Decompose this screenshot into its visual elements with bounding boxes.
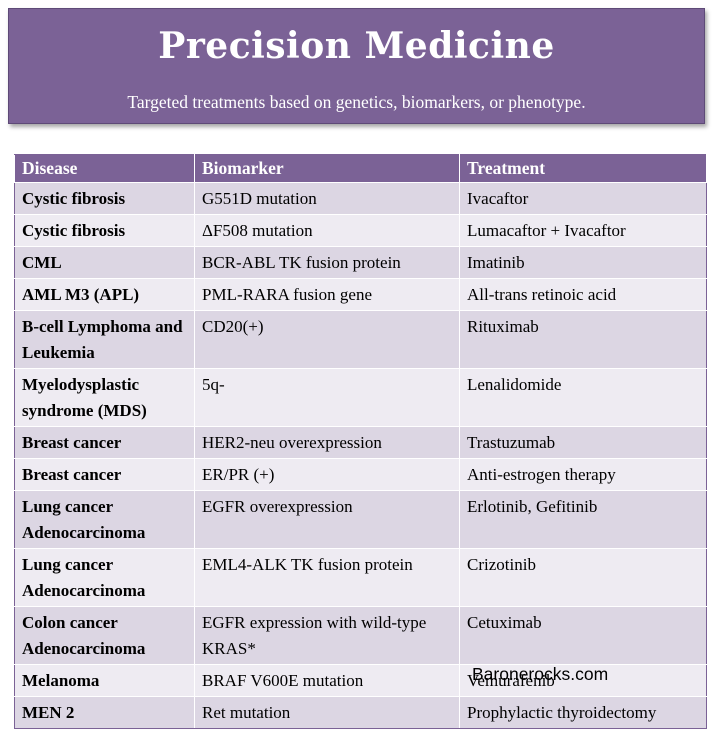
biomarker-cell: G551D mutation bbox=[194, 182, 460, 215]
disease-cell: Myelodysplastic syndrome (MDS) bbox=[14, 368, 195, 427]
table-row: Myelodysplastic syndrome (MDS) 5q- Lenalid… bbox=[14, 368, 707, 427]
table-row: B-cell Lymphoma and Leukemia CD20(+) Ritux… bbox=[14, 310, 707, 369]
table-row: Colon cancer Adenocarcinoma EGFR expressi… bbox=[14, 606, 707, 665]
disease-cell: Melanoma bbox=[14, 664, 195, 697]
disease-cell: Lung cancer Adenocarcinoma bbox=[14, 490, 195, 549]
precision-medicine-table: Disease Biomarker Treatment Cystic fibro… bbox=[14, 154, 707, 729]
treatment-cell: Lenalidomide bbox=[459, 368, 707, 427]
table-row: Breast cancer ER/PR (+) Anti-estrogen ther… bbox=[14, 458, 707, 491]
disease-cell: Lung cancer Adenocarcinoma bbox=[14, 548, 195, 607]
treatment-cell: All-trans retinoic acid bbox=[459, 278, 707, 311]
treatment-cell: Prophylactic thyroidectomy bbox=[459, 696, 707, 729]
disease-cell: CML bbox=[14, 246, 195, 279]
biomarker-cell: HER2-neu overexpression bbox=[194, 426, 460, 459]
site-credit: Baronerocks.com bbox=[472, 664, 609, 684]
page-title: Precision Medicine bbox=[158, 25, 555, 67]
biomarker-cell: BCR-ABL TK fusion protein bbox=[194, 246, 460, 279]
biomarker-cell: PML-RARA fusion gene bbox=[194, 278, 460, 311]
header-treatment: Treatment bbox=[459, 154, 707, 183]
disease-cell: AML M3 (APL) bbox=[14, 278, 195, 311]
treatment-cell: Erlotinib, Gefitinib bbox=[459, 490, 707, 549]
disease-cell: Colon cancer Adenocarcinoma bbox=[14, 606, 195, 665]
disease-cell: Cystic fibrosis bbox=[14, 214, 195, 247]
biomarker-cell: Ret mutation bbox=[194, 696, 460, 729]
biomarker-cell: BRAF V600E mutation bbox=[194, 664, 460, 697]
table-row: Lung cancer Adenocarcinoma EML4-ALK TK fu… bbox=[14, 548, 707, 607]
treatment-cell: Crizotinib bbox=[459, 548, 707, 607]
table-header-row: Disease Biomarker Treatment bbox=[14, 154, 707, 183]
biomarker-cell: 5q- bbox=[194, 368, 460, 427]
table-row: AML M3 (APL) PML-RARA fusion gene All-tran… bbox=[14, 278, 707, 311]
disease-cell: Breast cancer bbox=[14, 458, 195, 491]
header-biomarker: Biomarker bbox=[194, 154, 460, 183]
table-row: MEN 2 Ret mutation Prophylactic thyroidect… bbox=[14, 696, 707, 729]
disease-cell: B-cell Lymphoma and Leukemia bbox=[14, 310, 195, 369]
biomarker-cell: ER/PR (+) bbox=[194, 458, 460, 491]
page-subtitle: Targeted treatments based on genetics, b… bbox=[127, 92, 586, 112]
biomarker-cell: ΔF508 mutation bbox=[194, 214, 460, 247]
disease-cell: Cystic fibrosis bbox=[14, 182, 195, 215]
treatment-cell: Imatinib bbox=[459, 246, 707, 279]
treatment-cell: Rituximab bbox=[459, 310, 707, 369]
treatment-cell: Ivacaftor bbox=[459, 182, 707, 215]
table-row: Cystic fibrosis G551D mutation Ivacaftor bbox=[14, 182, 707, 215]
biomarker-cell: EGFR overexpression bbox=[194, 490, 460, 549]
table-row: Lung cancer Adenocarcinoma EGFR overexpre… bbox=[14, 490, 707, 549]
biomarker-cell: EGFR expression with wild-type KRAS* bbox=[194, 606, 460, 665]
header-disease: Disease bbox=[14, 154, 195, 183]
treatment-cell: Lumacaftor + Ivacaftor bbox=[459, 214, 707, 247]
treatment-cell: Cetuximab bbox=[459, 606, 707, 665]
biomarker-cell: CD20(+) bbox=[194, 310, 460, 369]
table-row: Breast cancer HER2-neu overexpression Tras… bbox=[14, 426, 707, 459]
table-body: Cystic fibrosis G551D mutation Ivacaftor Cy… bbox=[14, 182, 707, 729]
treatment-cell: Anti-estrogen therapy bbox=[459, 458, 707, 491]
title-banner: Precision Medicine Targeted treatments b… bbox=[8, 8, 705, 124]
treatment-cell: Trastuzumab bbox=[459, 426, 707, 459]
table-row: Cystic fibrosis ΔF508 mutation Lumacaftor … bbox=[14, 214, 707, 247]
biomarker-cell: EML4-ALK TK fusion protein bbox=[194, 548, 460, 607]
table-row: CML BCR-ABL TK fusion protein Imatinib bbox=[14, 246, 707, 279]
disease-cell: Breast cancer bbox=[14, 426, 195, 459]
disease-cell: MEN 2 bbox=[14, 696, 195, 729]
